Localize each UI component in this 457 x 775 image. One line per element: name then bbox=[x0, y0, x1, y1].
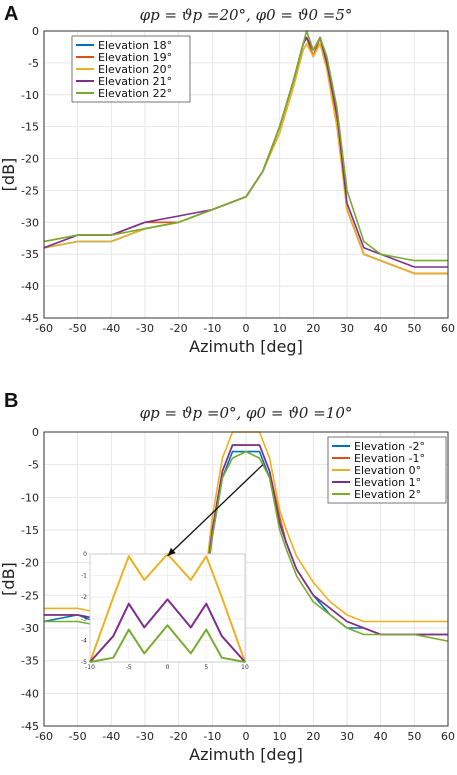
x-tick-label: 20 bbox=[306, 322, 320, 335]
inset-x-tick-label: 0 bbox=[166, 664, 170, 671]
legend-label-4: Elevation 2° bbox=[354, 488, 421, 501]
plot-frame bbox=[43, 431, 449, 727]
zoom-arrow-head bbox=[167, 547, 176, 556]
x-axis-label: Azimuth [deg] bbox=[189, 337, 303, 356]
inset-x-tick-label: 5 bbox=[204, 664, 208, 671]
x-tick-label: -60 bbox=[35, 322, 53, 335]
inset-x-tick-label: 10 bbox=[241, 664, 249, 671]
inset-y-tick-label: -5 bbox=[81, 659, 87, 666]
x-axis-label: Azimuth [deg] bbox=[189, 745, 303, 764]
inset-series-line-2 bbox=[89, 624, 246, 663]
chart-title-b: φp = ϑp =0°, φ0 = ϑ0 =10° bbox=[140, 404, 353, 422]
x-tick-label: 60 bbox=[441, 730, 455, 743]
x-tick-label: 30 bbox=[340, 730, 354, 743]
x-tick-label: -30 bbox=[136, 730, 154, 743]
y-tick-label: 0 bbox=[32, 25, 39, 38]
inset-x-tick-label: -5 bbox=[126, 664, 132, 671]
legend-label-1: Elevation -1° bbox=[354, 452, 425, 465]
y-tick-label: -10 bbox=[21, 89, 39, 102]
y-tick-label: -30 bbox=[21, 622, 39, 635]
x-tick-label: 30 bbox=[340, 322, 354, 335]
inset-y-tick-label: 0 bbox=[83, 551, 87, 558]
y-tick-label: -15 bbox=[21, 121, 39, 134]
inset-y-tick-label: -4 bbox=[81, 637, 87, 644]
y-tick-label: 0 bbox=[32, 426, 39, 439]
y-axis-label: [dB] bbox=[0, 158, 18, 192]
y-tick-label: -25 bbox=[21, 184, 39, 197]
x-tick-label: 0 bbox=[243, 730, 250, 743]
x-tick-label: -40 bbox=[102, 730, 120, 743]
plot-frame bbox=[43, 30, 449, 319]
inset-series-line-0 bbox=[89, 553, 246, 663]
y-tick-label: -40 bbox=[21, 280, 39, 293]
legend-label-0: Elevation -2° bbox=[354, 440, 425, 453]
legend-label-0: Elevation 18° bbox=[98, 39, 172, 52]
x-tick-label: 40 bbox=[374, 730, 388, 743]
x-tick-label: -10 bbox=[203, 730, 221, 743]
chart-b: -60 -50 -40 -30 -20 -10 0 10 20 30 40 50 600-5-10-15… bbox=[0, 426, 455, 764]
y-tick-label: -5 bbox=[28, 57, 39, 70]
x-tick-label: -20 bbox=[170, 322, 188, 335]
inset-y-tick-label: -2 bbox=[81, 594, 87, 601]
x-tick-label: -10 bbox=[203, 322, 221, 335]
x-tick-label: -40 bbox=[102, 322, 120, 335]
x-tick-label: 20 bbox=[306, 730, 320, 743]
chart-title-a: φp = ϑp =20°, φ0 = ϑ0 =5° bbox=[140, 6, 353, 24]
legend-label-3: Elevation 21° bbox=[98, 75, 172, 88]
chart-a: -60 -50 -40 -30 -20 -10 0 10 20 30 40 50 60 0 -5 -10 -15… bbox=[0, 25, 455, 356]
legend-label-2: Elevation 0° bbox=[354, 464, 421, 477]
y-tick-label: -45 bbox=[21, 312, 39, 325]
y-tick-label: -35 bbox=[21, 655, 39, 668]
y-tick-label: -10 bbox=[21, 491, 39, 504]
legend-label-3: Elevation 1° bbox=[354, 476, 421, 489]
x-tick-label: 10 bbox=[273, 730, 287, 743]
x-tick-label: 60 bbox=[441, 322, 455, 335]
zoom-arrow-line bbox=[167, 464, 264, 557]
legend-label-1: Elevation 19° bbox=[98, 51, 172, 64]
inset-y-tick-label: -3 bbox=[81, 616, 87, 623]
inset-series-line-1 bbox=[89, 598, 246, 663]
x-tick-label: -50 bbox=[69, 322, 87, 335]
y-tick-label: -15 bbox=[21, 524, 39, 537]
x-tick-label: 50 bbox=[407, 322, 421, 335]
x-tick-label: 50 bbox=[407, 730, 421, 743]
y-tick-label: -45 bbox=[21, 720, 39, 733]
series-line-4 bbox=[43, 30, 448, 262]
x-tick-label: -30 bbox=[136, 322, 154, 335]
x-tick-label: -50 bbox=[69, 730, 87, 743]
y-tick-label: -5 bbox=[28, 459, 39, 472]
y-tick-label: -20 bbox=[21, 153, 39, 166]
y-tick-label: -35 bbox=[21, 248, 39, 261]
panel-label-b: B bbox=[4, 390, 18, 412]
x-tick-label: 40 bbox=[374, 322, 388, 335]
x-tick-label: 10 bbox=[273, 322, 287, 335]
inset-x-tick-label: -10 bbox=[85, 664, 95, 671]
y-tick-label: -25 bbox=[21, 589, 39, 602]
panel-label-a: A bbox=[4, 3, 18, 25]
y-tick-label: -40 bbox=[21, 687, 39, 700]
y-tick-label: -30 bbox=[21, 216, 39, 229]
x-tick-label: -20 bbox=[170, 730, 188, 743]
legend-label-4: Elevation 22° bbox=[98, 87, 172, 100]
inset-y-tick-label: -1 bbox=[81, 573, 87, 580]
y-tick-label: -20 bbox=[21, 557, 39, 570]
legend-label-2: Elevation 20° bbox=[98, 63, 172, 76]
y-axis-label: [dB] bbox=[0, 562, 18, 596]
x-tick-label: -60 bbox=[35, 730, 53, 743]
x-tick-label: 0 bbox=[243, 322, 250, 335]
